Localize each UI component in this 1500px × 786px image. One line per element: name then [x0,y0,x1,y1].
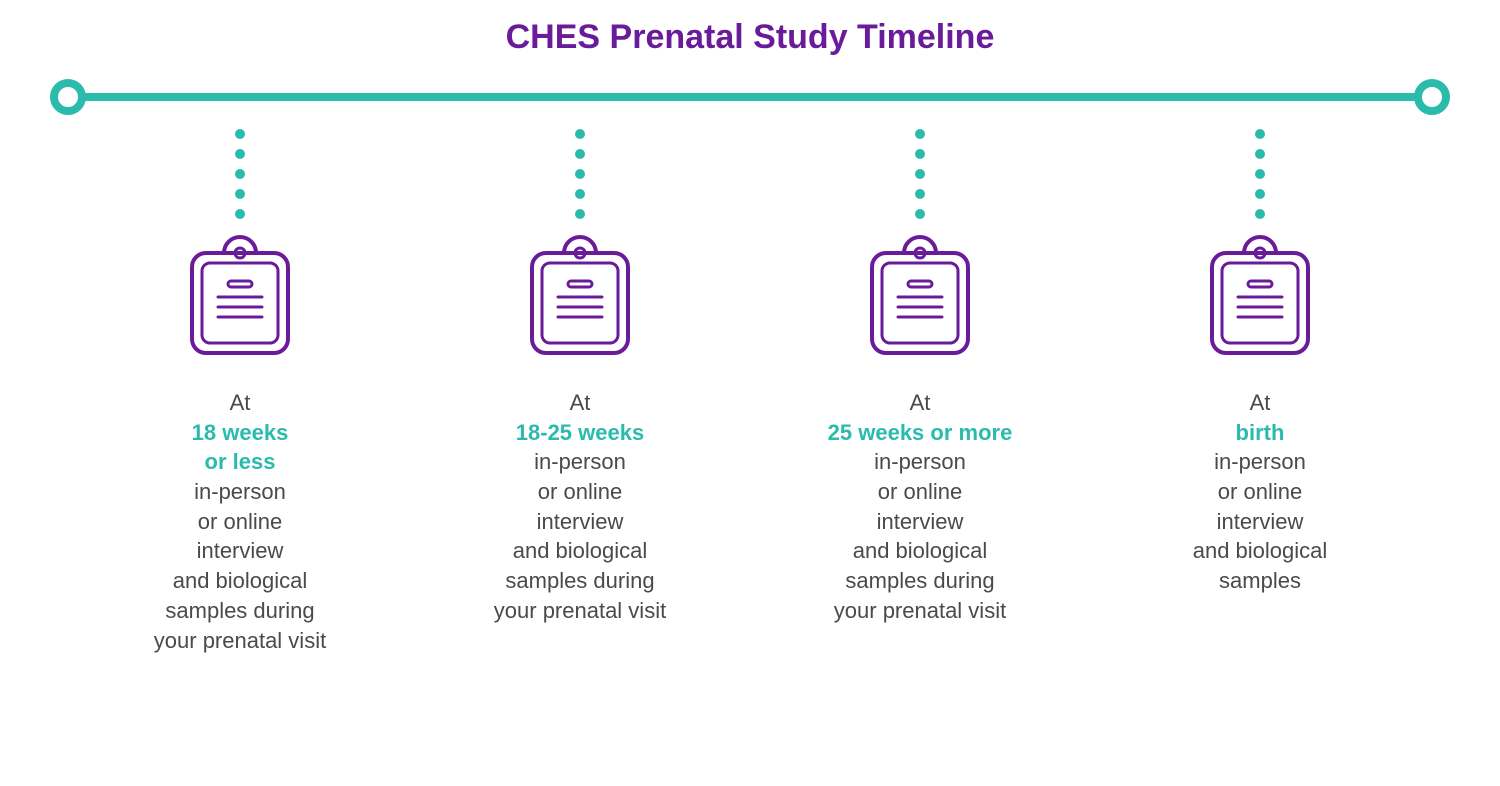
clipboard-icon [180,233,300,368]
label-highlight: 18 weeksor less [154,418,326,477]
label-desc: in-personor onlineinterviewand biologica… [494,447,666,625]
label-at: At [494,388,666,418]
label-highlight: 25 weeks or more [828,418,1013,448]
milestones-row: At 18 weeksor less in-personor onlineint… [50,129,1450,655]
clipboard-icon [860,233,980,368]
milestone-4: At birth in-personor onlineinterviewand … [1110,129,1410,655]
connector-dots [235,129,245,219]
dot [915,189,925,199]
label-desc: in-personor onlineinterviewand biologica… [828,447,1013,625]
timeline-end-circle [1414,79,1450,115]
label-at: At [828,388,1013,418]
page-title: CHES Prenatal Study Timeline [0,0,1500,75]
connector-dots [915,129,925,219]
milestone-label: At 25 weeks or more in-personor onlinein… [828,388,1013,626]
dot [235,149,245,159]
label-highlight: 18-25 weeks [494,418,666,448]
milestone-label: At 18 weeksor less in-personor onlineint… [154,388,326,655]
dot [235,209,245,219]
dot [1255,149,1265,159]
dot [915,149,925,159]
label-at: At [1193,388,1328,418]
connector-dots [1255,129,1265,219]
milestone-label: At birth in-personor onlineinterviewand … [1193,388,1328,596]
dot [1255,169,1265,179]
milestone-2: At 18-25 weeks in-personor onlineintervi… [430,129,730,655]
milestone-label: At 18-25 weeks in-personor onlineintervi… [494,388,666,626]
timeline-line [68,93,1432,101]
label-desc: in-personor onlineinterviewand biologica… [154,477,326,655]
label-desc: in-personor onlineinterviewand biologica… [1193,447,1328,595]
timeline-bar [50,75,1450,135]
dot [915,209,925,219]
label-at: At [154,388,326,418]
connector-dots [575,129,585,219]
dot [235,169,245,179]
dot [235,189,245,199]
dot [575,169,585,179]
dot [575,189,585,199]
label-highlight: birth [1193,418,1328,448]
clipboard-icon [1200,233,1320,368]
timeline-start-circle [50,79,86,115]
milestone-3: At 25 weeks or more in-personor onlinein… [770,129,1070,655]
dot [575,149,585,159]
dot [575,209,585,219]
clipboard-icon [520,233,640,368]
milestone-1: At 18 weeksor less in-personor onlineint… [90,129,390,655]
dot [1255,189,1265,199]
dot [1255,209,1265,219]
dot [915,169,925,179]
